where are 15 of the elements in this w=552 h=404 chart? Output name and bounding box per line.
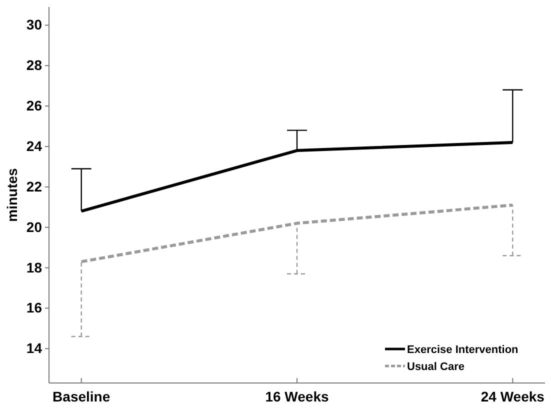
y-tick-label: 30	[26, 16, 42, 33]
x-tick-label: 24 Weeks	[480, 388, 545, 404]
y-tick-label: 28	[26, 57, 42, 74]
y-tick-label: 18	[26, 259, 42, 276]
legend-label: Exercise Intervention	[407, 344, 519, 356]
x-tick-label: Baseline	[52, 388, 110, 404]
legend-label: Usual Care	[407, 361, 464, 373]
y-tick-label: 16	[26, 300, 42, 316]
x-tick-label: 16 Weeks	[265, 388, 329, 404]
y-tick-label: 14	[26, 340, 42, 356]
y-tick-label: 20	[26, 218, 42, 235]
y-axis-title: minutes	[4, 168, 20, 222]
y-tick-label: 24	[26, 138, 42, 154]
y-tick-label: 22	[26, 178, 42, 194]
y-tick-label: 26	[26, 98, 42, 114]
